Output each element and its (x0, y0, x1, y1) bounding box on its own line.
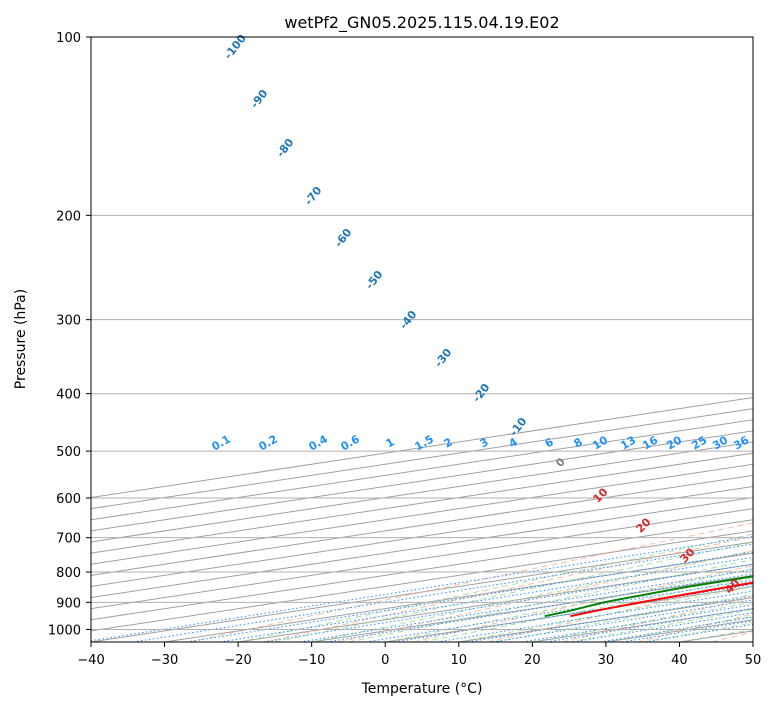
isotherm-line (91, 508, 753, 610)
y-tick-label: 500 (56, 445, 81, 460)
isotherm-line (91, 452, 753, 554)
x-tick-label: 0 (381, 653, 389, 668)
moist-adiabat-line (495, 594, 753, 642)
moist-adiabat-line (274, 541, 753, 642)
moist-adiabat-line (348, 559, 753, 642)
isotherm-line (91, 463, 753, 565)
chart-title: wetPf2_GN05.2025.115.04.19.E02 (284, 13, 559, 33)
x-tick-label: −10 (298, 653, 325, 668)
mixing-ratio-line (132, 543, 753, 642)
x-tick-label: −30 (151, 653, 178, 668)
x-tick-label: −20 (224, 653, 251, 668)
mixing-ratio-line (299, 569, 753, 642)
y-tick-label: 700 (56, 532, 81, 547)
y-tick-label: 200 (56, 209, 81, 224)
dry-adiabat-line (413, 565, 753, 642)
isotherm-line (91, 519, 753, 621)
background-lines (91, 397, 753, 642)
moist-adiabat-line (238, 533, 753, 642)
x-tick-label: 20 (524, 653, 541, 668)
y-axis: 1000 900 800 700 600 500 400 300 200 100 (48, 31, 91, 638)
x-axis: −40 −30 −20 −10 0 10 20 30 40 50 (77, 642, 761, 668)
y-tick-label: 400 (56, 388, 81, 403)
y-axis-title: Pressure (hPa) (13, 289, 29, 389)
x-tick-label: 40 (671, 653, 688, 668)
moist-adiabat-line (385, 568, 753, 642)
y-tick-label: 300 (56, 314, 81, 329)
y-tick-label: 100 (56, 31, 81, 46)
y-tick-label: 900 (56, 596, 81, 611)
isotherm-line (91, 485, 753, 587)
y-tick-label: 1000 (48, 623, 81, 638)
mixing-ratio-line (394, 583, 753, 642)
dry-adiabat-line (338, 550, 753, 642)
x-axis-title: Temperature (°C) (361, 681, 483, 697)
isotherm-line (91, 497, 753, 599)
isotherm-line (91, 441, 753, 543)
x-tick-label: 50 (745, 653, 762, 668)
mixing-ratio-line (326, 573, 753, 642)
x-tick-label: 30 (598, 653, 615, 668)
plot-frame (90, 36, 754, 643)
mixing-ratio-line (365, 579, 753, 642)
x-tick-label: −40 (77, 653, 104, 668)
moist-adiabat-line (421, 577, 753, 642)
x-tick-label: 10 (451, 653, 468, 668)
pressure-gridlines (91, 37, 753, 630)
mixing-ratio-line (263, 563, 753, 642)
isotherm-line (91, 474, 753, 576)
dry-adiabat-line (562, 596, 753, 642)
dry-adiabat-line (189, 522, 753, 642)
y-tick-label: 600 (56, 492, 81, 507)
isotherm-line (91, 530, 753, 632)
moist-adiabat-line (458, 585, 753, 642)
y-tick-label: 800 (56, 566, 81, 581)
